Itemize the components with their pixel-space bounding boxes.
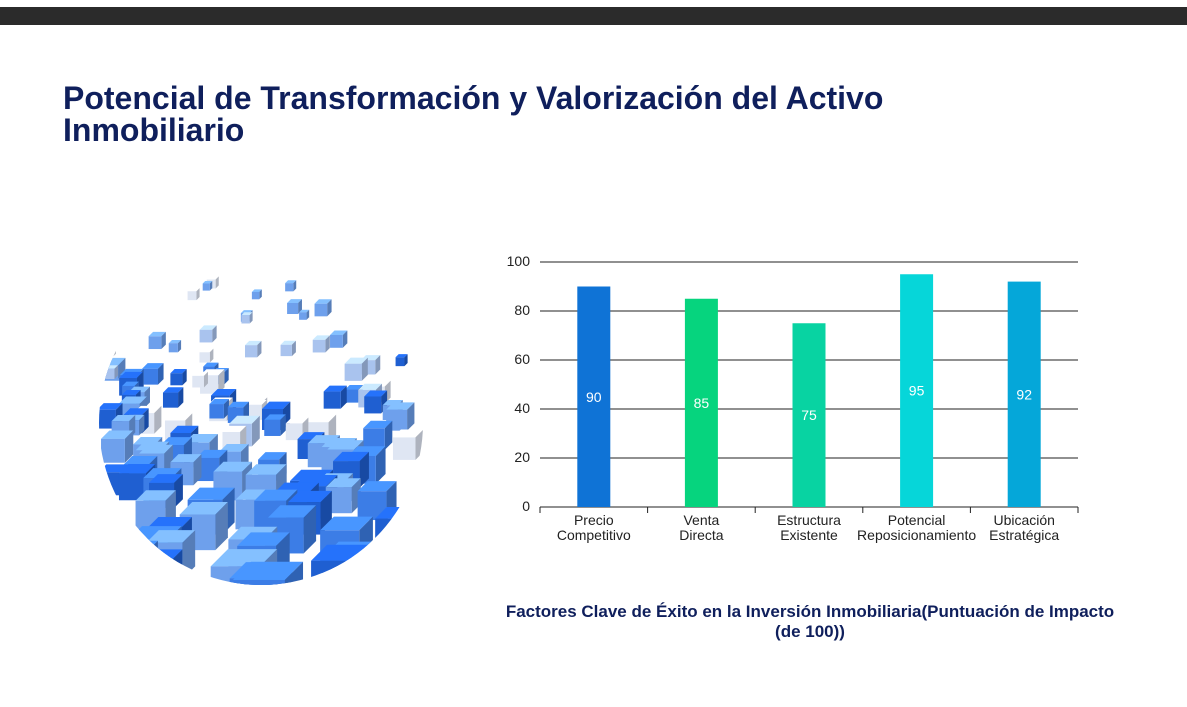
bar xyxy=(900,274,934,507)
data-label: 95 xyxy=(909,383,925,399)
top-bar xyxy=(0,7,1187,25)
y-tick-label: 0 xyxy=(522,498,530,514)
bar xyxy=(684,298,718,507)
data-label: 75 xyxy=(801,407,817,423)
y-tick-label: 100 xyxy=(507,253,531,269)
data-label: 92 xyxy=(1016,386,1032,402)
bar xyxy=(792,323,826,507)
chart-title: Factores Clave de Éxito en la Inversión … xyxy=(505,602,1115,641)
y-tick-label: 20 xyxy=(514,449,530,465)
x-tick-label: Directa xyxy=(679,527,724,543)
x-tick-label: Venta xyxy=(683,512,719,528)
x-tick-label: Potencial xyxy=(888,512,946,528)
y-tick-label: 80 xyxy=(514,302,530,318)
x-tick-label: Ubicación xyxy=(993,512,1054,528)
x-tick-label: Existente xyxy=(780,527,838,543)
x-tick-label: Estructura xyxy=(777,512,841,528)
x-tick-label: Estratégica xyxy=(989,527,1059,543)
bar xyxy=(1007,281,1041,507)
data-label: 90 xyxy=(586,389,602,405)
y-tick-label: 40 xyxy=(514,400,530,416)
x-tick-label: Precio xyxy=(574,512,614,528)
bar xyxy=(577,286,611,507)
page-title: Potencial de Transformación y Valorizaci… xyxy=(63,80,884,148)
data-label: 85 xyxy=(694,395,710,411)
cube-sphere-icon xyxy=(99,265,423,585)
y-tick-label: 60 xyxy=(514,351,530,367)
x-tick-label: Reposicionamiento xyxy=(857,527,976,543)
x-tick-label: Competitivo xyxy=(557,527,631,543)
